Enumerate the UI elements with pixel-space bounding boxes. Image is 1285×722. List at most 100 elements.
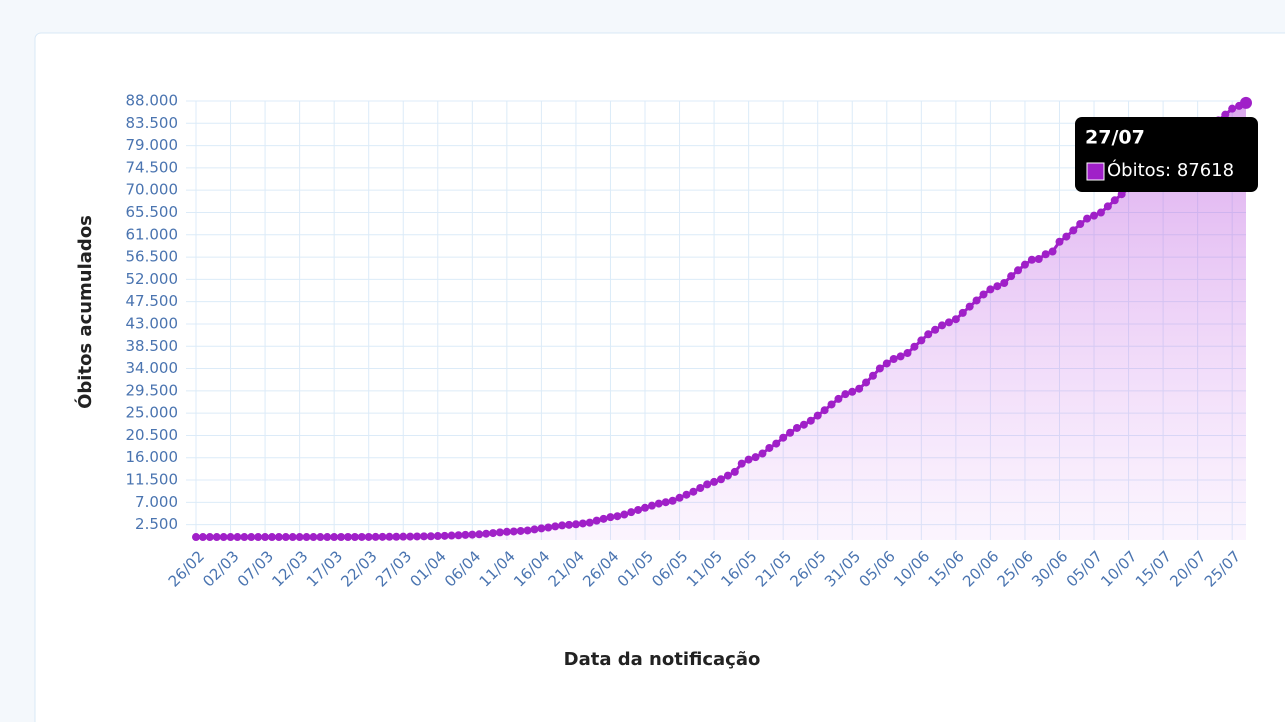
point bbox=[917, 336, 926, 345]
point bbox=[482, 529, 491, 538]
point bbox=[620, 510, 629, 519]
point bbox=[654, 499, 663, 508]
y-tick-label: 52.000 bbox=[126, 270, 179, 288]
y-tick-label: 16.000 bbox=[126, 448, 179, 466]
y-tick-label: 74.500 bbox=[126, 158, 179, 176]
point bbox=[309, 533, 318, 542]
y-tick-label: 2.500 bbox=[135, 515, 178, 533]
point bbox=[565, 520, 574, 529]
point bbox=[475, 530, 484, 539]
point bbox=[1090, 211, 1099, 220]
point bbox=[882, 359, 891, 368]
y-tick-label: 7.000 bbox=[135, 493, 178, 511]
y-tick-label: 43.000 bbox=[126, 314, 179, 332]
point bbox=[357, 532, 366, 541]
point bbox=[703, 480, 712, 489]
point bbox=[972, 296, 981, 305]
point bbox=[834, 394, 843, 403]
point bbox=[468, 530, 477, 539]
point bbox=[226, 533, 235, 542]
point bbox=[198, 533, 207, 542]
tooltip-title: 27/07 bbox=[1085, 127, 1145, 149]
point bbox=[461, 530, 470, 539]
y-tick-label: 79.000 bbox=[126, 136, 179, 154]
point bbox=[910, 342, 919, 351]
point bbox=[392, 532, 401, 541]
point bbox=[1055, 237, 1064, 246]
point bbox=[212, 533, 221, 542]
point bbox=[433, 532, 442, 541]
point bbox=[641, 503, 650, 512]
point bbox=[772, 439, 781, 448]
point bbox=[682, 490, 691, 499]
point bbox=[274, 533, 283, 542]
point bbox=[862, 378, 871, 387]
point bbox=[288, 533, 297, 542]
area bbox=[196, 102, 1246, 540]
point bbox=[744, 455, 753, 464]
point bbox=[419, 532, 428, 541]
point bbox=[944, 318, 953, 327]
tooltip: 27/07 Óbitos: 87618 bbox=[1075, 117, 1258, 192]
point bbox=[979, 290, 988, 299]
point bbox=[1083, 214, 1092, 223]
point bbox=[426, 532, 435, 541]
point bbox=[765, 443, 774, 452]
point bbox=[634, 505, 643, 514]
point bbox=[889, 354, 898, 363]
y-tick-label: 34.000 bbox=[126, 359, 179, 377]
y-tick-label: 29.500 bbox=[126, 381, 179, 399]
point bbox=[316, 533, 325, 542]
point bbox=[1048, 247, 1057, 256]
point bbox=[254, 533, 263, 542]
point bbox=[1103, 202, 1112, 211]
point bbox=[578, 519, 587, 528]
tooltip-box bbox=[1075, 117, 1258, 192]
point bbox=[1228, 104, 1237, 113]
tooltip-text: Óbitos: 87618 bbox=[1107, 159, 1234, 181]
point bbox=[806, 416, 815, 425]
point bbox=[938, 321, 947, 330]
point bbox=[758, 449, 767, 458]
y-tick-label: 38.500 bbox=[126, 337, 179, 355]
point bbox=[1014, 266, 1023, 275]
y-tick-label: 83.500 bbox=[126, 114, 179, 132]
point bbox=[606, 513, 615, 522]
point bbox=[896, 352, 905, 361]
panel bbox=[34, 32, 1285, 722]
point bbox=[875, 364, 884, 373]
point bbox=[385, 532, 394, 541]
point bbox=[447, 531, 456, 540]
point bbox=[302, 533, 311, 542]
point bbox=[350, 532, 359, 541]
point bbox=[717, 475, 725, 484]
point bbox=[261, 533, 270, 542]
point bbox=[371, 532, 380, 541]
point bbox=[592, 516, 601, 525]
point bbox=[330, 533, 339, 542]
point bbox=[855, 384, 864, 393]
point bbox=[571, 520, 580, 529]
point bbox=[523, 526, 532, 535]
point bbox=[689, 487, 698, 496]
y-tick-label: 20.500 bbox=[126, 426, 179, 444]
point bbox=[1027, 255, 1036, 264]
point bbox=[551, 522, 560, 531]
y-tick-label: 70.000 bbox=[126, 181, 179, 199]
y-tick-label: 88.000 bbox=[126, 92, 179, 110]
point bbox=[661, 498, 670, 507]
y-tick-label: 56.500 bbox=[126, 248, 179, 266]
point bbox=[343, 533, 352, 542]
point bbox=[627, 508, 636, 517]
point bbox=[440, 531, 449, 540]
point bbox=[413, 532, 422, 541]
point bbox=[903, 349, 912, 358]
point bbox=[489, 529, 498, 538]
point bbox=[799, 420, 808, 429]
point bbox=[205, 533, 214, 542]
y-tick-label: 11.500 bbox=[126, 471, 179, 489]
y-tick-label: 65.500 bbox=[126, 203, 179, 221]
point bbox=[378, 532, 387, 541]
point bbox=[544, 523, 553, 532]
